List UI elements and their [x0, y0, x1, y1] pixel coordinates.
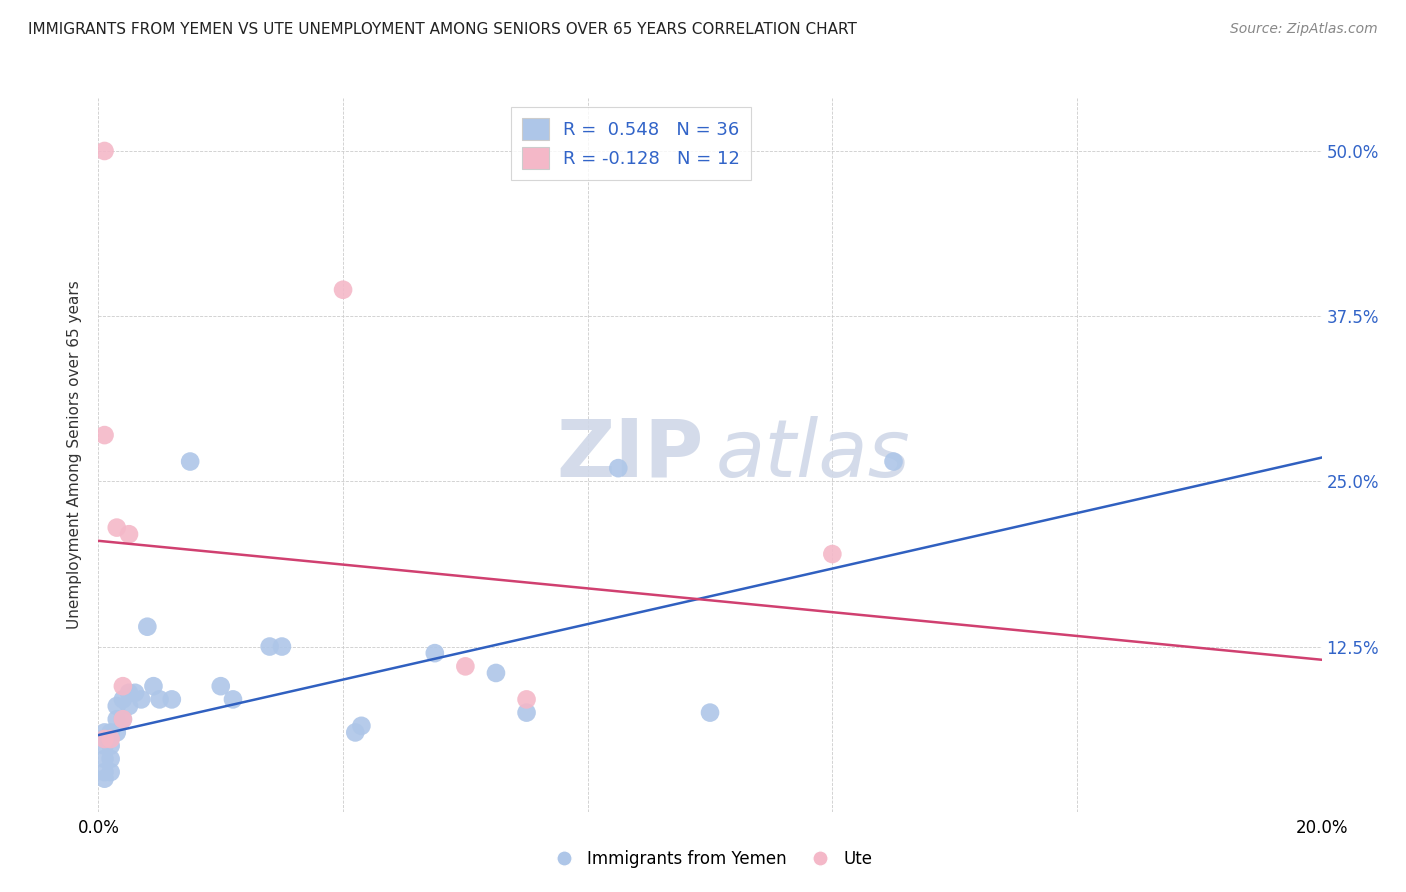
Point: [93, 732, 115, 747]
Point: [259, 640, 281, 654]
Point: [883, 454, 905, 468]
Point: [516, 706, 538, 720]
Point: [111, 712, 134, 726]
Point: [100, 752, 122, 766]
Point: [179, 454, 201, 468]
Point: [111, 679, 134, 693]
Point: [93, 725, 115, 739]
Point: [118, 527, 141, 541]
Point: [136, 620, 159, 634]
Point: [344, 725, 367, 739]
Point: [607, 461, 630, 475]
Point: [93, 772, 115, 786]
Point: [350, 719, 373, 733]
Point: [93, 765, 115, 780]
Point: [142, 679, 165, 693]
Point: [160, 692, 183, 706]
Point: [485, 665, 508, 680]
Point: [222, 692, 245, 706]
Point: [93, 739, 115, 753]
Point: [100, 732, 122, 747]
Text: IMMIGRANTS FROM YEMEN VS UTE UNEMPLOYMENT AMONG SENIORS OVER 65 YEARS CORRELATIO: IMMIGRANTS FROM YEMEN VS UTE UNEMPLOYMEN…: [28, 22, 858, 37]
Point: [105, 520, 128, 534]
Point: [105, 698, 128, 713]
Point: [111, 712, 134, 726]
Point: [454, 659, 477, 673]
Point: [423, 646, 446, 660]
Point: [149, 692, 172, 706]
Y-axis label: Unemployment Among Seniors over 65 years: Unemployment Among Seniors over 65 years: [67, 281, 83, 629]
Point: [129, 692, 152, 706]
Point: [270, 640, 292, 654]
Text: atlas: atlas: [716, 416, 911, 494]
Point: [118, 698, 141, 713]
Point: [100, 725, 122, 739]
Point: [118, 686, 141, 700]
Point: [105, 712, 128, 726]
Point: [93, 144, 115, 158]
Text: Source: ZipAtlas.com: Source: ZipAtlas.com: [1230, 22, 1378, 37]
Point: [105, 725, 128, 739]
Point: [111, 692, 134, 706]
Point: [93, 428, 115, 442]
Point: [332, 283, 354, 297]
Point: [100, 765, 122, 780]
Point: [100, 739, 122, 753]
Point: [699, 706, 721, 720]
Legend: Immigrants from Yemen, Ute: Immigrants from Yemen, Ute: [541, 844, 879, 875]
Text: ZIP: ZIP: [557, 416, 704, 494]
Point: [124, 686, 146, 700]
Point: [93, 752, 115, 766]
Point: [209, 679, 232, 693]
Point: [93, 732, 115, 747]
Point: [821, 547, 844, 561]
Point: [516, 692, 538, 706]
